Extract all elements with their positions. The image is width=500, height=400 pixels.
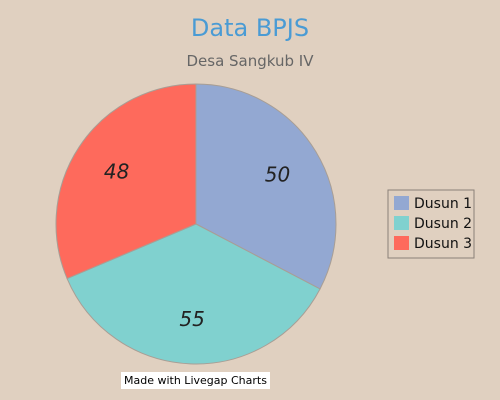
legend-label[interactable]: Dusun 3 xyxy=(414,236,472,252)
legend-box xyxy=(387,189,475,259)
slice-value-label: 48 xyxy=(104,159,129,183)
slice-value-label: 55 xyxy=(179,307,204,331)
pie-slice-3[interactable] xyxy=(55,83,197,280)
credit-label[interactable]: Made with Livegap Charts xyxy=(121,372,270,389)
legend-swatch[interactable] xyxy=(394,236,409,250)
pie-slice-2[interactable] xyxy=(66,223,321,365)
slice-labels: 50 55 48 xyxy=(104,159,290,331)
chart-subtitle: Desa Sangkub IV xyxy=(186,52,314,70)
legend-swatch[interactable] xyxy=(394,216,409,230)
chart-title: Data BPJS xyxy=(191,14,309,42)
slice-value-label: 50 xyxy=(265,163,290,187)
legend: Dusun 1 Dusun 2 Dusun 3 xyxy=(387,189,475,259)
pie-slices xyxy=(55,83,337,365)
pie-slice-1[interactable] xyxy=(195,83,337,290)
legend-label[interactable]: Dusun 2 xyxy=(414,216,472,232)
legend-label[interactable]: Dusun 1 xyxy=(414,196,472,212)
legend-swatch[interactable] xyxy=(394,196,409,210)
